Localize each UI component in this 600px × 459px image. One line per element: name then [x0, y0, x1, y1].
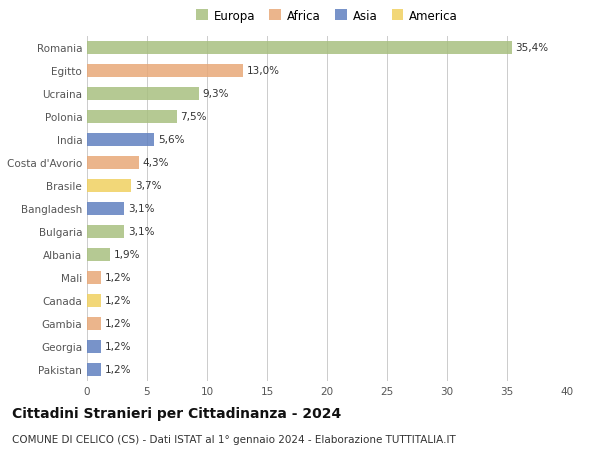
Text: 1,2%: 1,2%	[105, 319, 131, 329]
Bar	[87, 317, 101, 330]
Bar	[87, 225, 124, 238]
Text: 13,0%: 13,0%	[247, 66, 280, 76]
Text: 1,2%: 1,2%	[105, 364, 131, 375]
Bar	[87, 294, 101, 307]
Bar	[87, 271, 101, 284]
Text: 3,1%: 3,1%	[128, 204, 154, 214]
Legend: Europa, Africa, Asia, America: Europa, Africa, Asia, America	[191, 5, 463, 28]
Bar	[87, 134, 154, 146]
Text: 1,9%: 1,9%	[113, 250, 140, 260]
Bar	[87, 248, 110, 261]
Text: Cittadini Stranieri per Cittadinanza - 2024: Cittadini Stranieri per Cittadinanza - 2…	[12, 406, 341, 420]
Text: 1,2%: 1,2%	[105, 341, 131, 352]
Bar	[87, 340, 101, 353]
Text: 3,1%: 3,1%	[128, 227, 154, 237]
Bar	[87, 202, 124, 215]
Text: 1,2%: 1,2%	[105, 273, 131, 283]
Text: 5,6%: 5,6%	[158, 135, 184, 145]
Bar	[87, 157, 139, 169]
Text: 7,5%: 7,5%	[181, 112, 207, 122]
Bar	[87, 179, 131, 192]
Bar	[87, 88, 199, 101]
Bar	[87, 42, 512, 55]
Text: 1,2%: 1,2%	[105, 296, 131, 306]
Text: 3,7%: 3,7%	[135, 181, 161, 191]
Bar	[87, 111, 177, 123]
Text: 35,4%: 35,4%	[515, 43, 548, 53]
Text: COMUNE DI CELICO (CS) - Dati ISTAT al 1° gennaio 2024 - Elaborazione TUTTITALIA.: COMUNE DI CELICO (CS) - Dati ISTAT al 1°…	[12, 434, 456, 444]
Bar	[87, 65, 243, 78]
Text: 9,3%: 9,3%	[202, 89, 229, 99]
Bar	[87, 363, 101, 376]
Text: 4,3%: 4,3%	[142, 158, 169, 168]
